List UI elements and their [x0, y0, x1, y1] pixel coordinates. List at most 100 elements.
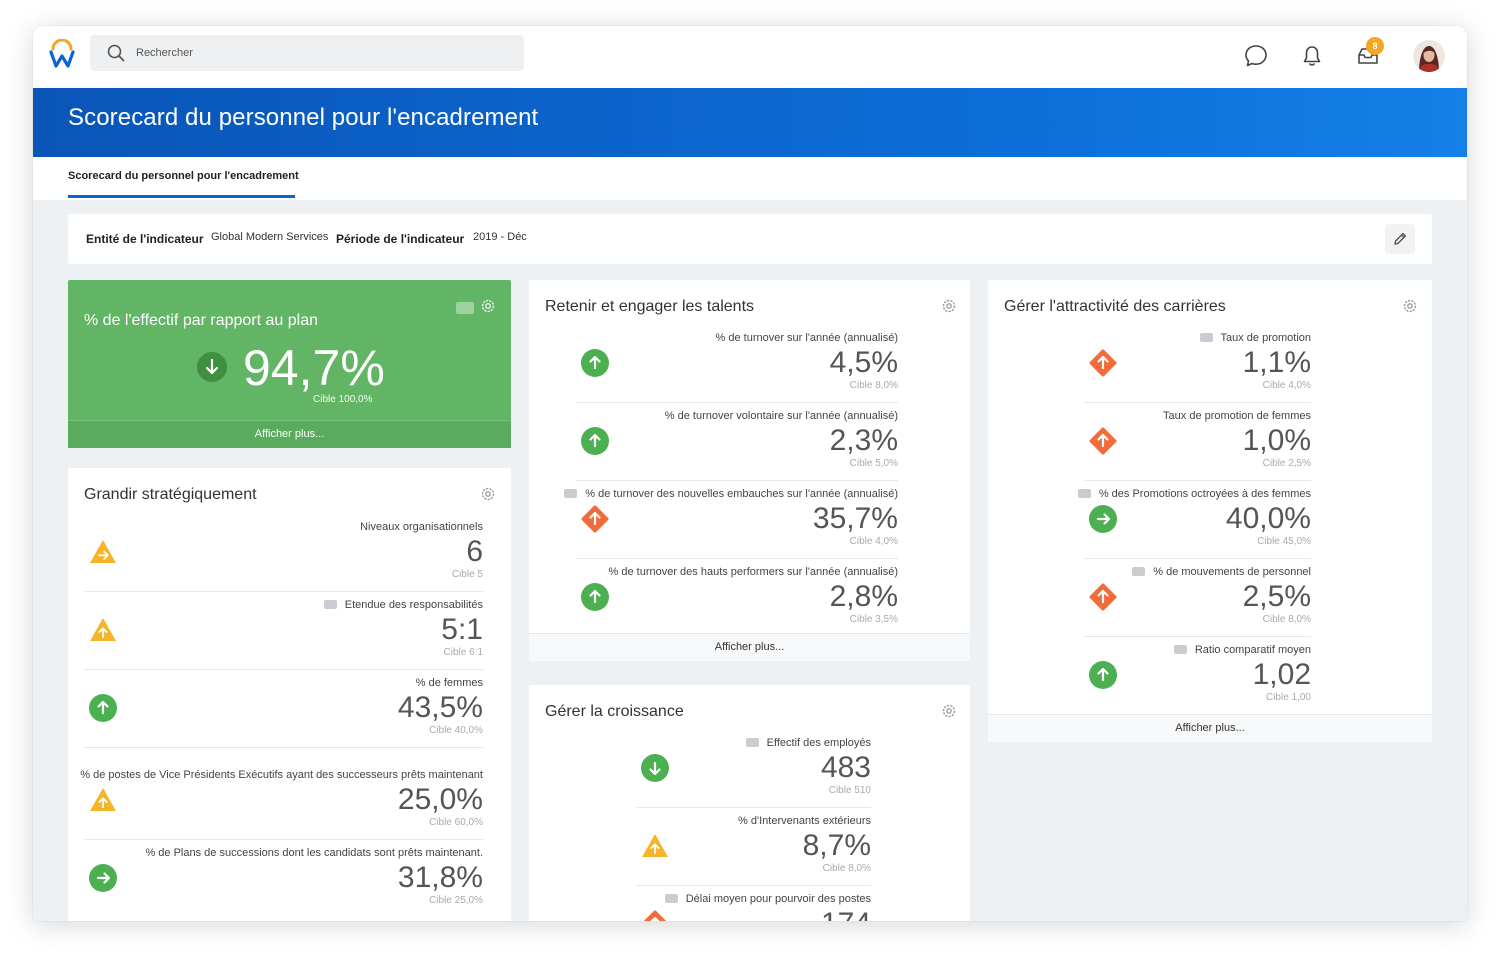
page-title: Scorecard du personnel pour l'encadremen… [68, 104, 539, 131]
show-more-link[interactable]: Afficher plus... [529, 633, 970, 661]
top-navigation: 8 [33, 26, 1467, 88]
metric-row[interactable]: Etendue des responsabilités 5:1 Cible 6:1 [84, 599, 483, 677]
metric-target: Cible 45,0% [1257, 536, 1311, 547]
hero-value: 94,7% [243, 340, 385, 396]
metric-value: 1,1% [1242, 346, 1311, 379]
status-good-down-icon [640, 753, 670, 783]
metric-row[interactable]: Taux de promotion 1,1% Cible 4,0% [1084, 332, 1311, 410]
metric-label: Ratio comparatif moyen [1173, 644, 1311, 656]
metric-row[interactable]: % de postes de Vice Présidents Exécutifs… [80, 769, 483, 847]
arrow-down-icon [197, 352, 227, 382]
divider [636, 807, 871, 808]
tab-active-indicator [68, 195, 295, 198]
metric-label: Etendue des responsabilités [323, 599, 483, 611]
comment-icon[interactable] [664, 894, 678, 903]
card-title: Gérer l'attractivité des carrières [1004, 298, 1226, 315]
metric-value: 2,5% [1242, 580, 1311, 613]
bell-icon[interactable] [1299, 43, 1325, 69]
status-good-up-icon [580, 426, 610, 456]
gear-icon[interactable] [479, 297, 497, 315]
show-more-link[interactable]: Afficher plus... [988, 714, 1432, 742]
period-value: 2019 - Déc [473, 231, 527, 243]
comment-icon[interactable] [1199, 333, 1213, 342]
metric-target: Cible 4,0% [1262, 380, 1311, 391]
divider [84, 669, 483, 670]
divider [576, 558, 898, 559]
metric-value: 5:1 [441, 613, 483, 646]
inbox-icon[interactable] [1355, 43, 1381, 69]
metric-row[interactable]: % de turnover des hauts performers sur l… [576, 566, 898, 644]
metric-row[interactable]: Délai moyen pour pourvoir des postes 174 [636, 893, 871, 921]
status-good-up-icon [580, 348, 610, 378]
status-warning-up-icon [88, 785, 118, 815]
metric-row[interactable]: % de turnover volontaire sur l'année (an… [576, 410, 898, 488]
metric-value: 40,0% [1225, 502, 1311, 535]
gear-icon[interactable] [940, 702, 958, 720]
metric-target: Cible 3,5% [849, 614, 898, 625]
show-more-link[interactable]: Afficher plus... [68, 420, 511, 448]
comment-icon[interactable] [456, 302, 474, 314]
metric-row[interactable]: % de Plans de successions dont les candi… [84, 847, 483, 921]
search-input[interactable] [136, 35, 506, 71]
comment-icon[interactable] [323, 600, 337, 609]
metric-value: 4,5% [829, 346, 898, 379]
search-bar[interactable] [90, 35, 524, 71]
metric-row[interactable]: Niveaux organisationnels 6 Cible 5 [84, 521, 483, 599]
status-bad-up-icon [1088, 348, 1118, 378]
pencil-icon [1394, 232, 1407, 245]
divider [1084, 558, 1311, 559]
tab-scorecard[interactable]: Scorecard du personnel pour l'encadremen… [68, 170, 299, 182]
metric-row[interactable]: % des Promotions octroyées à des femmes 4… [1077, 488, 1311, 566]
edit-button[interactable] [1385, 224, 1415, 254]
status-good-up-icon [580, 582, 610, 612]
comment-icon[interactable] [1132, 567, 1146, 576]
metric-value: 1,02 [1252, 658, 1311, 691]
divider [1084, 402, 1311, 403]
metric-target: Cible 25,0% [429, 895, 483, 906]
metric-target: Cible 8,0% [1262, 614, 1311, 625]
comment-icon[interactable] [1173, 645, 1187, 654]
metric-label: % de turnover des nouvelles embauches su… [564, 488, 898, 500]
gear-icon[interactable] [1401, 297, 1419, 315]
divider [1084, 636, 1311, 637]
metric-row[interactable]: Taux de promotion de femmes 1,0% Cible 2,5… [1084, 410, 1311, 488]
metric-target: Cible 1,00 [1265, 692, 1311, 703]
chat-icon[interactable] [1243, 43, 1269, 69]
metric-label: % de turnover des hauts performers sur l… [608, 566, 898, 578]
metric-target: Cible 510 [828, 785, 871, 796]
metric-label: % de turnover sur l'année (annualisé) [715, 332, 898, 344]
metric-row[interactable]: % de turnover sur l'année (annualisé) 4,5… [576, 332, 898, 410]
metric-row[interactable]: Ratio comparatif moyen 1,02 Cible 1,00 [1084, 644, 1311, 722]
comment-icon[interactable] [745, 738, 759, 747]
gear-icon[interactable] [479, 485, 497, 503]
metric-target: Cible 8,0% [822, 863, 871, 874]
metric-row[interactable]: Effectif des employés 483 Cible 510 [636, 737, 871, 815]
metric-row[interactable]: % de turnover des nouvelles embauches su… [564, 488, 898, 566]
metric-row[interactable]: % d'Intervenants extérieurs 8,7% Cible 8,0… [636, 815, 871, 893]
divider [84, 839, 483, 840]
metric-row[interactable]: % de mouvements de personnel 2,5% Cible 8,… [1084, 566, 1311, 644]
workday-logo-icon[interactable] [47, 39, 77, 69]
divider [576, 480, 898, 481]
divider [84, 747, 483, 748]
metric-value: 6 [466, 535, 483, 568]
metric-row[interactable]: % de femmes 43,5% Cible 40,0% [84, 677, 483, 755]
avatar[interactable] [1413, 40, 1445, 72]
headcount-vs-plan-card[interactable]: % de l'effectif par rapport au plan 94,7… [68, 280, 511, 448]
metric-value: 174 [821, 907, 871, 921]
gear-icon[interactable] [940, 297, 958, 315]
status-good-up-icon [88, 693, 118, 723]
card-title: Grandir stratégiquement [84, 486, 257, 503]
card-title: Gérer la croissance [545, 703, 684, 720]
metric-label: Taux de promotion de femmes [1163, 410, 1311, 422]
comment-icon[interactable] [564, 489, 578, 498]
divider [1084, 480, 1311, 481]
status-good-up-icon [1088, 660, 1118, 690]
page-header: Scorecard du personnel pour l'encadremen… [33, 88, 1467, 157]
metric-label: % de turnover volontaire sur l'année (an… [664, 410, 898, 422]
metric-value: 483 [820, 751, 871, 784]
comment-icon[interactable] [1077, 489, 1091, 498]
metric-value: 2,3% [829, 424, 898, 457]
divider [576, 402, 898, 403]
metric-value: 8,7% [802, 829, 871, 862]
